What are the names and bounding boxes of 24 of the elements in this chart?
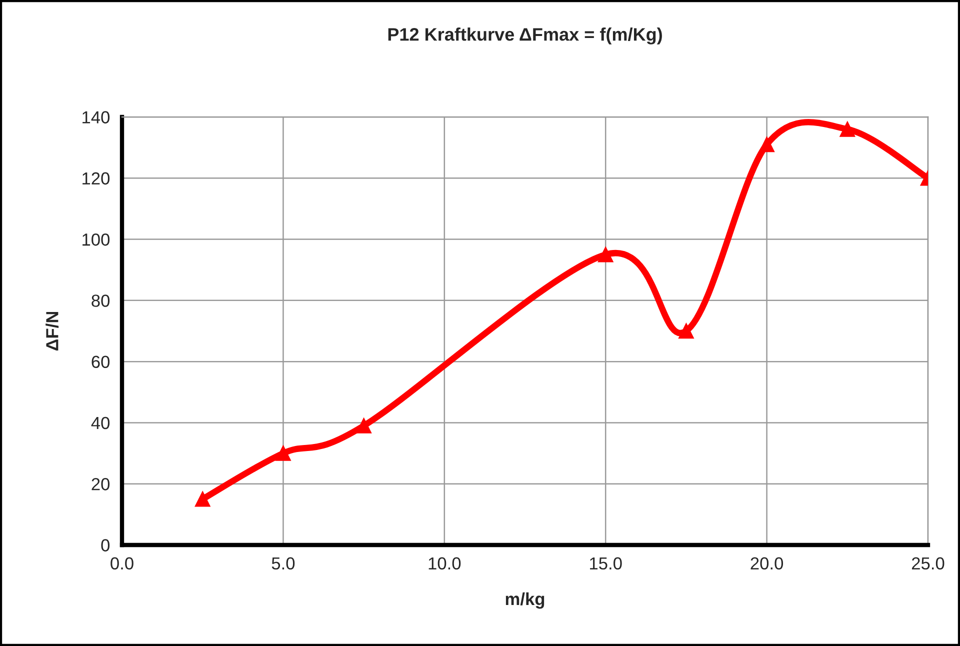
y-tick-label: 60 — [92, 356, 110, 368]
point — [194, 492, 210, 507]
chart-title: P12 Kraftkurve ΔFmax = f(m/Kg) — [388, 28, 662, 44]
y-tick-label: 0 — [101, 539, 110, 552]
point — [759, 136, 774, 152]
x-tick-label: 10.0 — [428, 557, 461, 570]
point — [840, 122, 856, 137]
y-tick-label: 140 — [82, 111, 110, 124]
point — [276, 446, 291, 461]
x-axis-title: m/kg — [506, 592, 544, 609]
x-tick-label: 25.0 — [912, 557, 944, 570]
point — [678, 323, 694, 339]
y-tick-label: 80 — [92, 294, 110, 307]
x-tick-label: 20.0 — [750, 557, 784, 570]
y-tick-label: 120 — [82, 172, 110, 185]
point — [598, 246, 614, 262]
x-tick-label: 5.0 — [272, 557, 295, 570]
y-tick-label: 100 — [82, 233, 110, 246]
point — [356, 418, 372, 434]
y-axis-title: ΔF/N — [46, 312, 59, 351]
x-tick-label: 15.0 — [590, 557, 622, 570]
x-tick-label: 0.0 — [110, 557, 134, 570]
y-tick-label: 40 — [91, 416, 110, 430]
y-tick-label: 20 — [92, 478, 110, 490]
